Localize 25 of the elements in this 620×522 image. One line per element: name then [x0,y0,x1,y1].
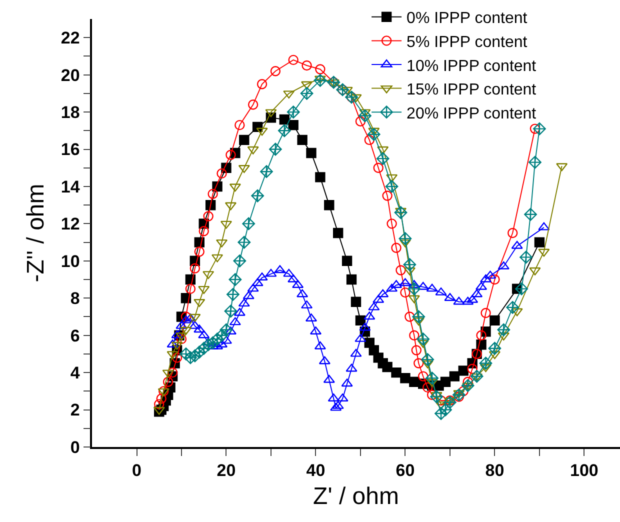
y-tick-label: 8 [70,289,80,308]
y-tick-label: 2 [70,400,80,420]
x-axis-title: Z' / ohm [313,482,399,510]
x-tick-label: 60 [396,461,415,480]
y-tick-label: 4 [70,364,80,383]
y-tick-label: 22 [60,28,80,48]
y-tick-label: 16 [60,140,80,160]
y-tick-label: 20 [60,66,80,85]
legend-label: 15% IPPP content [406,82,537,99]
x-tick-label: 80 [485,461,504,480]
legend-label: 10% IPPP content [406,58,537,75]
y-tick-label: 18 [60,102,80,122]
legend-label: 0% IPPP content [406,10,528,28]
y-tick-label: 12 [60,214,80,234]
x-tick-label: 0 [132,461,142,480]
y-axis-title: -Z'' / ohm [22,184,50,282]
x-tick-label: 20 [216,461,236,480]
y-tick-label: 6 [70,326,80,346]
x-tick-label: 40 [306,461,326,480]
legend-label: 20% IPPP content [406,105,537,122]
legend-label: 5% IPPP content [406,34,528,51]
y-tick-label: 0 [70,438,80,457]
y-tick-label: 10 [60,252,80,271]
x-tick-label: 100 [570,461,598,480]
y-tick-label: 14 [60,177,80,196]
